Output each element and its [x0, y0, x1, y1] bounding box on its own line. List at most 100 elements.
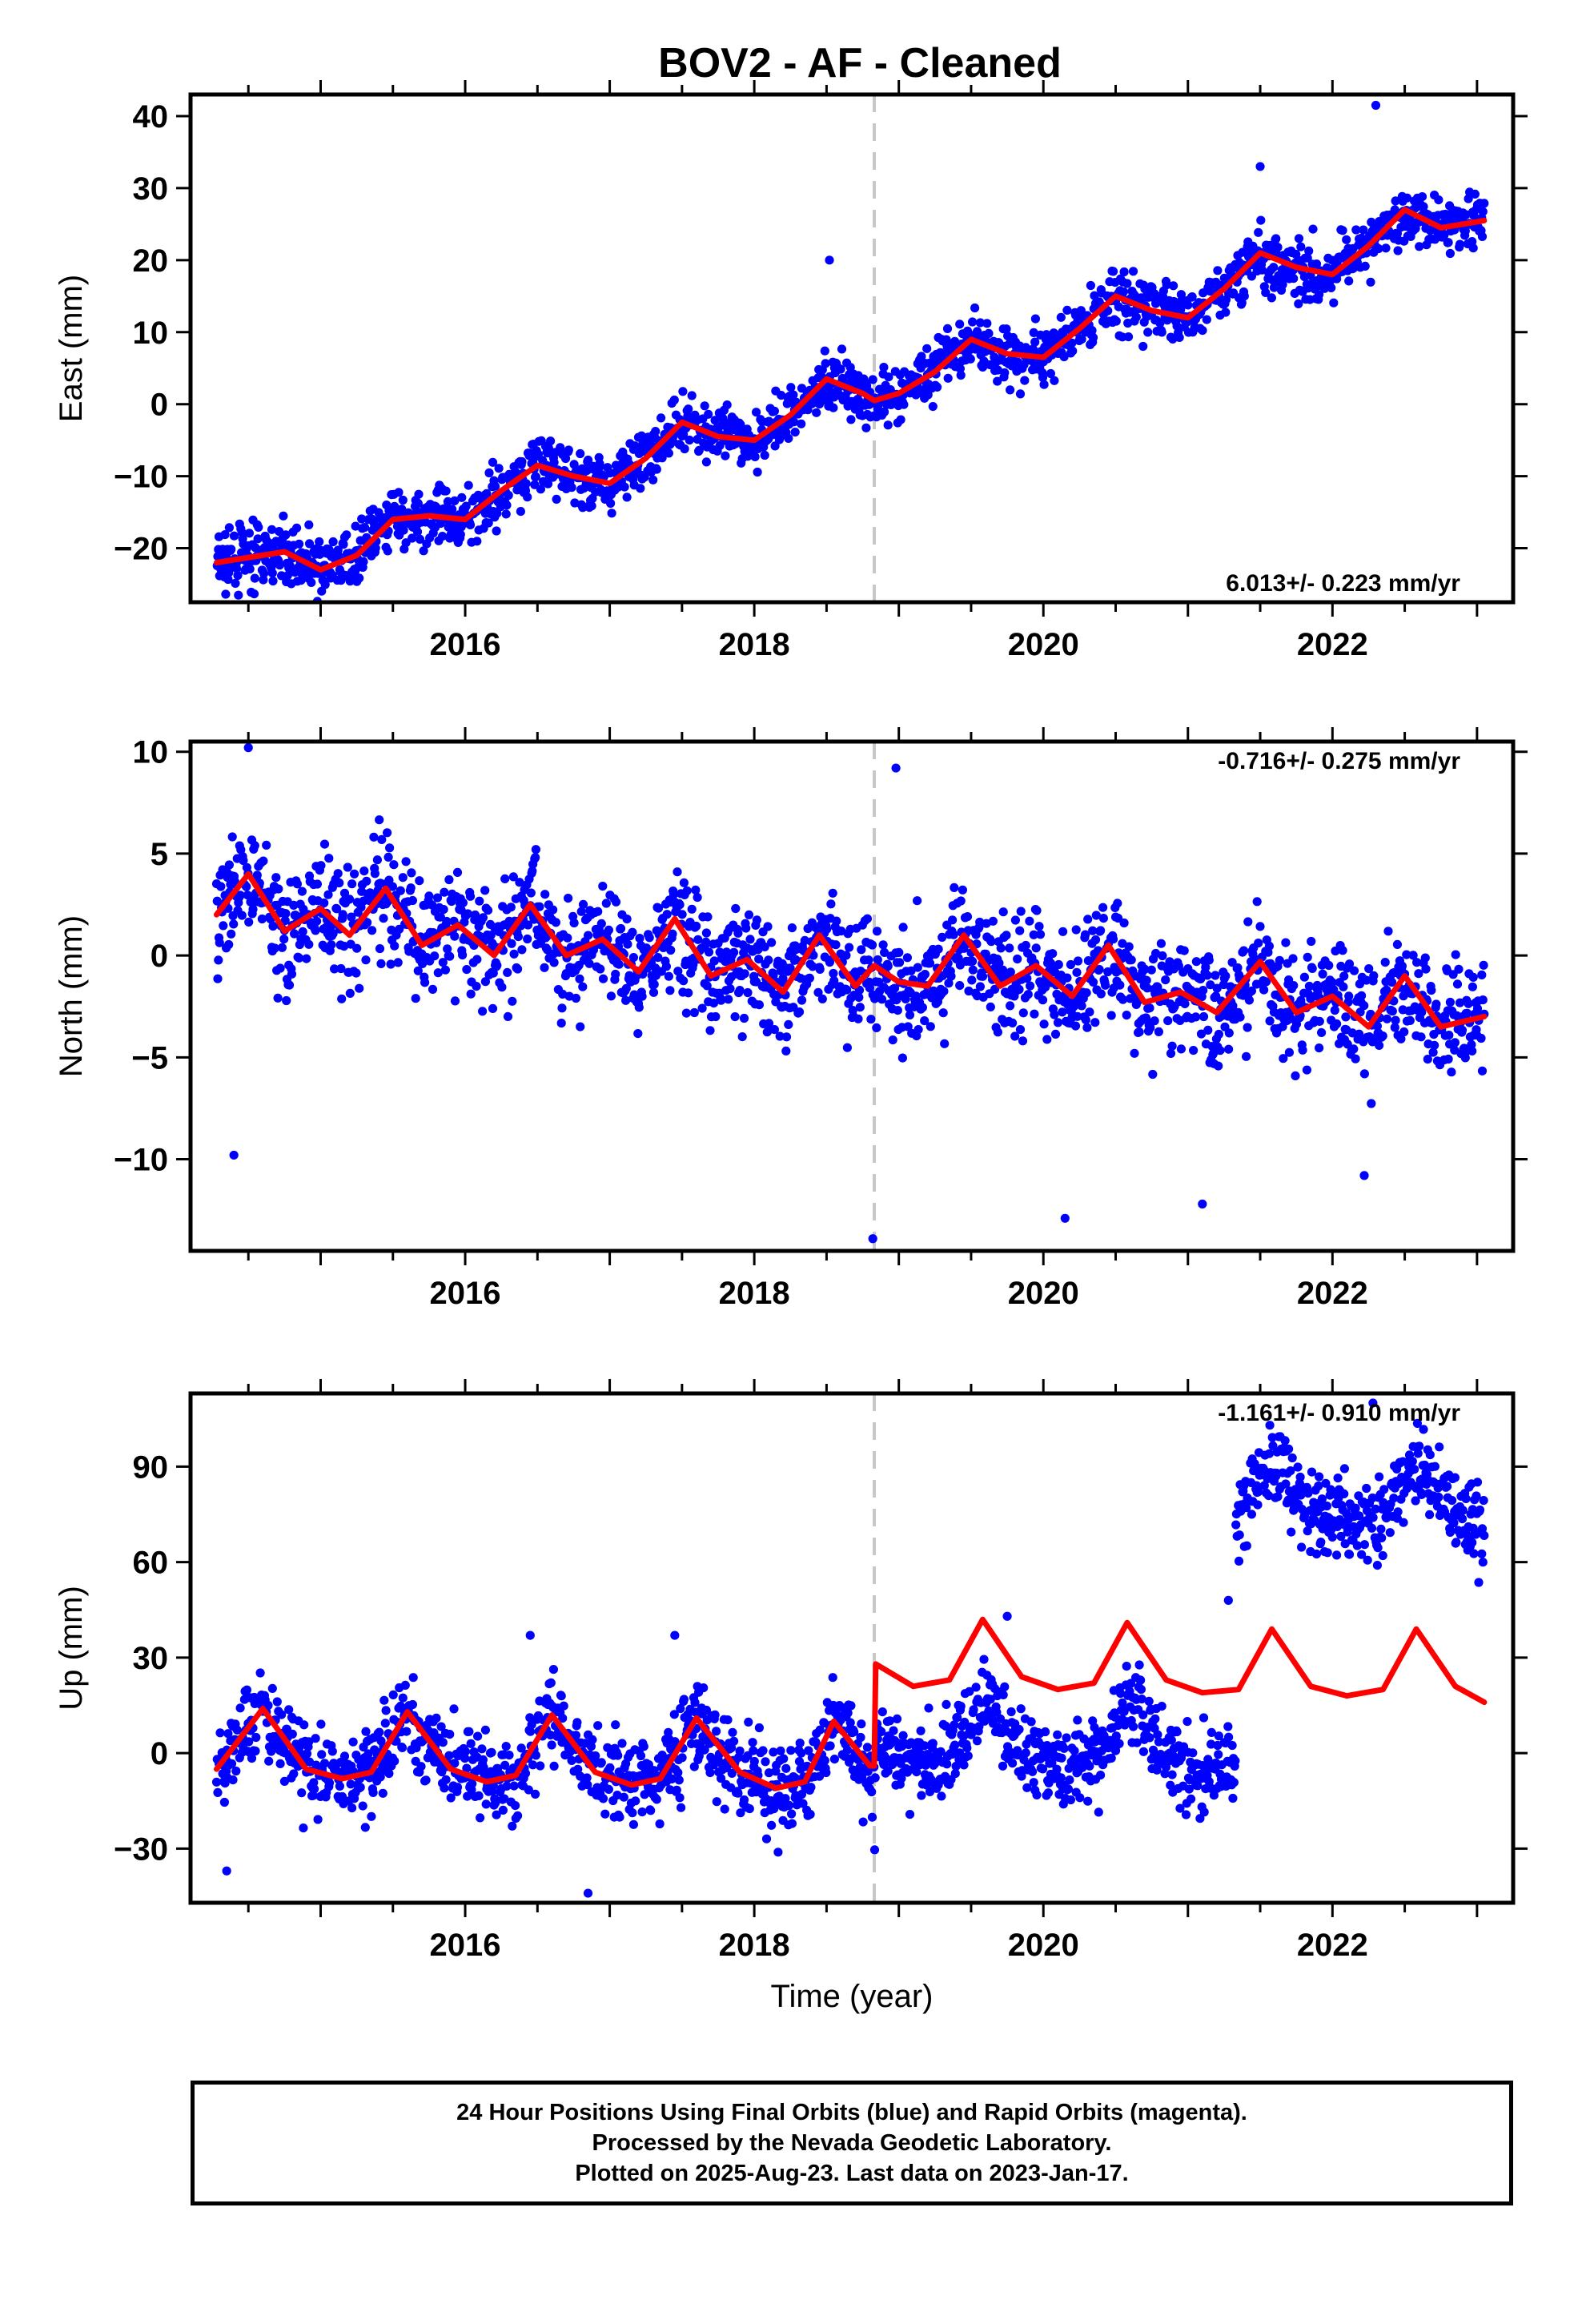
position-dot — [1360, 261, 1370, 271]
position-dot — [480, 977, 491, 987]
position-dot — [1439, 230, 1449, 240]
position-dot — [598, 1794, 608, 1803]
position-dot — [628, 1808, 637, 1818]
outlier-dot — [229, 1150, 239, 1160]
position-dot — [998, 907, 1008, 917]
position-dot — [877, 995, 887, 1004]
position-dot — [705, 1026, 715, 1035]
position-dot — [636, 431, 646, 440]
position-dot — [1372, 1021, 1382, 1031]
outlier-dot — [1371, 100, 1381, 111]
position-dot — [275, 527, 284, 537]
position-dot — [302, 954, 311, 963]
position-dot — [235, 1703, 245, 1713]
position-dot — [492, 960, 502, 970]
position-dot — [315, 537, 324, 547]
position-dot — [676, 1703, 685, 1714]
position-dot — [402, 1727, 412, 1736]
position-dot — [1002, 324, 1011, 334]
position-dot — [617, 1739, 627, 1748]
position-dot — [693, 893, 702, 903]
position-dot — [277, 1710, 287, 1719]
position-dot — [677, 1803, 686, 1812]
position-dot — [700, 401, 709, 411]
position-dot — [633, 1029, 643, 1039]
position-dot — [717, 1774, 726, 1783]
position-dot — [674, 1775, 684, 1785]
position-dot — [1167, 1041, 1177, 1051]
position-dot — [383, 828, 392, 838]
position-dot — [572, 1718, 582, 1727]
position-dot — [1198, 326, 1207, 336]
position-dot — [323, 890, 333, 899]
position-dot — [476, 1813, 485, 1823]
position-dot — [644, 933, 654, 943]
position-dot — [408, 1699, 417, 1710]
position-dot — [1387, 977, 1397, 987]
position-dot — [805, 973, 815, 983]
position-dot — [1464, 999, 1473, 1008]
position-dot — [968, 956, 978, 966]
position-dot — [1199, 986, 1208, 995]
position-dot — [616, 923, 626, 934]
position-dot — [1022, 1783, 1032, 1792]
position-dot — [408, 533, 417, 543]
position-dot — [1014, 984, 1024, 995]
position-dot — [1071, 925, 1081, 935]
position-dot — [898, 923, 908, 932]
position-dot — [342, 530, 351, 540]
position-dot — [1443, 238, 1453, 247]
position-dot — [251, 1732, 261, 1743]
position-dot — [443, 944, 452, 954]
position-dot — [1038, 372, 1048, 382]
position-dot — [1032, 906, 1042, 915]
position-dot — [916, 1726, 926, 1735]
position-dot — [1278, 279, 1287, 289]
position-dot — [709, 999, 719, 1008]
model-fit-line — [214, 207, 1488, 573]
position-dot — [567, 1755, 576, 1765]
position-dot — [1025, 916, 1034, 926]
position-dot — [273, 993, 283, 1003]
position-dot — [917, 1003, 927, 1012]
position-dot — [227, 545, 236, 554]
position-dot — [1140, 964, 1150, 974]
position-dot — [760, 942, 769, 951]
position-dot — [993, 1027, 1002, 1037]
position-dot — [440, 965, 451, 975]
position-dot — [227, 832, 237, 842]
position-dot — [1308, 224, 1318, 234]
position-dot — [424, 891, 434, 901]
position-dot — [1019, 360, 1029, 369]
position-dot — [982, 919, 991, 928]
position-dot — [509, 949, 519, 959]
position-dot — [389, 860, 399, 870]
position-dot — [1405, 1015, 1415, 1025]
position-dot — [345, 988, 355, 998]
position-dot — [652, 464, 661, 474]
position-dot — [400, 1680, 410, 1690]
position-dot — [486, 931, 496, 940]
position-dot — [1311, 259, 1322, 269]
position-dot — [781, 1046, 791, 1055]
position-dot — [888, 1035, 897, 1045]
position-dot — [1470, 189, 1480, 199]
position-dot — [1076, 306, 1086, 316]
position-dot — [1264, 941, 1274, 951]
position-dot — [773, 1848, 783, 1857]
position-dot — [928, 1739, 938, 1748]
position-dot — [1269, 263, 1279, 272]
x-tick-label: 2016 — [430, 627, 501, 662]
position-dot — [769, 1747, 778, 1757]
position-dot — [279, 935, 289, 944]
position-dot — [1108, 935, 1118, 944]
position-dot — [1460, 1053, 1470, 1063]
position-dot — [1303, 253, 1312, 263]
position-dot — [868, 375, 877, 384]
position-dot — [956, 1702, 966, 1711]
position-dot — [856, 1732, 865, 1743]
position-dot — [236, 845, 246, 854]
position-dot — [1341, 1012, 1351, 1022]
position-dot — [1154, 1027, 1163, 1036]
position-dot — [415, 876, 424, 886]
